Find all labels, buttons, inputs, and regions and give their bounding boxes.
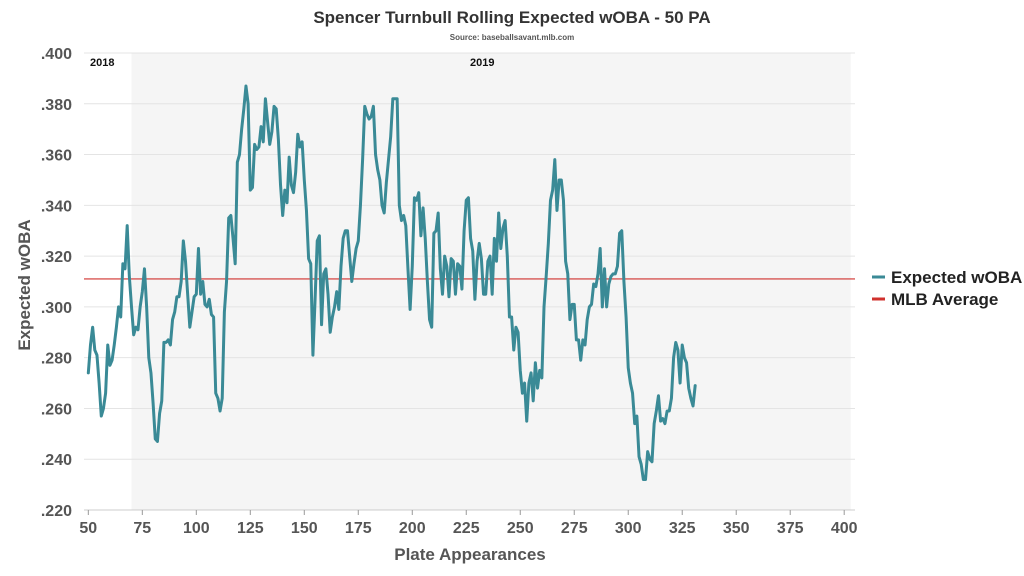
y-axis-label: Expected wOBA — [15, 219, 34, 350]
x-tick-label: 125 — [237, 520, 264, 537]
y-tick-label: .380 — [41, 97, 72, 114]
series-group — [86, 84, 697, 482]
x-tick-label: 50 — [79, 520, 97, 537]
x-tick-label: 300 — [615, 520, 642, 537]
x-tick-label: 200 — [399, 520, 426, 537]
legend-label-expected-woba: Expected wOBA — [891, 268, 1022, 287]
y-tick-label: .240 — [41, 452, 72, 469]
x-tick-label: 150 — [291, 520, 318, 537]
legend-label-mlb-average: MLB Average — [891, 290, 998, 309]
series-line-expected-woba — [86, 84, 697, 482]
x-tick-label: 400 — [831, 520, 858, 537]
y-tick-label: .300 — [41, 300, 72, 317]
x-tick-label: 100 — [183, 520, 210, 537]
x-tick-label: 250 — [507, 520, 534, 537]
y-tick-label: .320 — [41, 249, 72, 266]
chart-title: Spencer Turnbull Rolling Expected wOBA -… — [313, 8, 710, 27]
chart-subtitle: Source: baseballsavant.mlb.com — [450, 33, 575, 42]
y-tick-label: .280 — [41, 351, 72, 368]
legend: Expected wOBA MLB Average — [872, 268, 1022, 309]
season-labels: 2018 2019 — [90, 57, 494, 69]
y-tick-label: .360 — [41, 148, 72, 165]
season-label-2019: 2019 — [470, 57, 494, 69]
y-tick-label: .220 — [41, 503, 72, 520]
x-tick-label: 75 — [133, 520, 151, 537]
x-axis-ticks: 50 75 100 125 150 175 200 225 250 275 300 325 350 375… — [79, 509, 858, 537]
x-tick-label: 175 — [345, 520, 372, 537]
y-tick-label: .400 — [41, 46, 72, 63]
y-tick-label: .340 — [41, 198, 72, 215]
x-tick-label: 225 — [453, 520, 480, 537]
y-axis-ticks: .400 .380 .360 .340 .320 .300 .280 .260 .240 .220 — [41, 46, 72, 520]
x-tick-label: 350 — [723, 520, 750, 537]
season-label-2018: 2018 — [90, 57, 114, 69]
y-tick-label: .260 — [41, 401, 72, 418]
x-tick-label: 375 — [777, 520, 804, 537]
x-axis-label: Plate Appearances — [394, 545, 546, 564]
x-tick-label: 275 — [561, 520, 588, 537]
x-tick-label: 325 — [669, 520, 696, 537]
